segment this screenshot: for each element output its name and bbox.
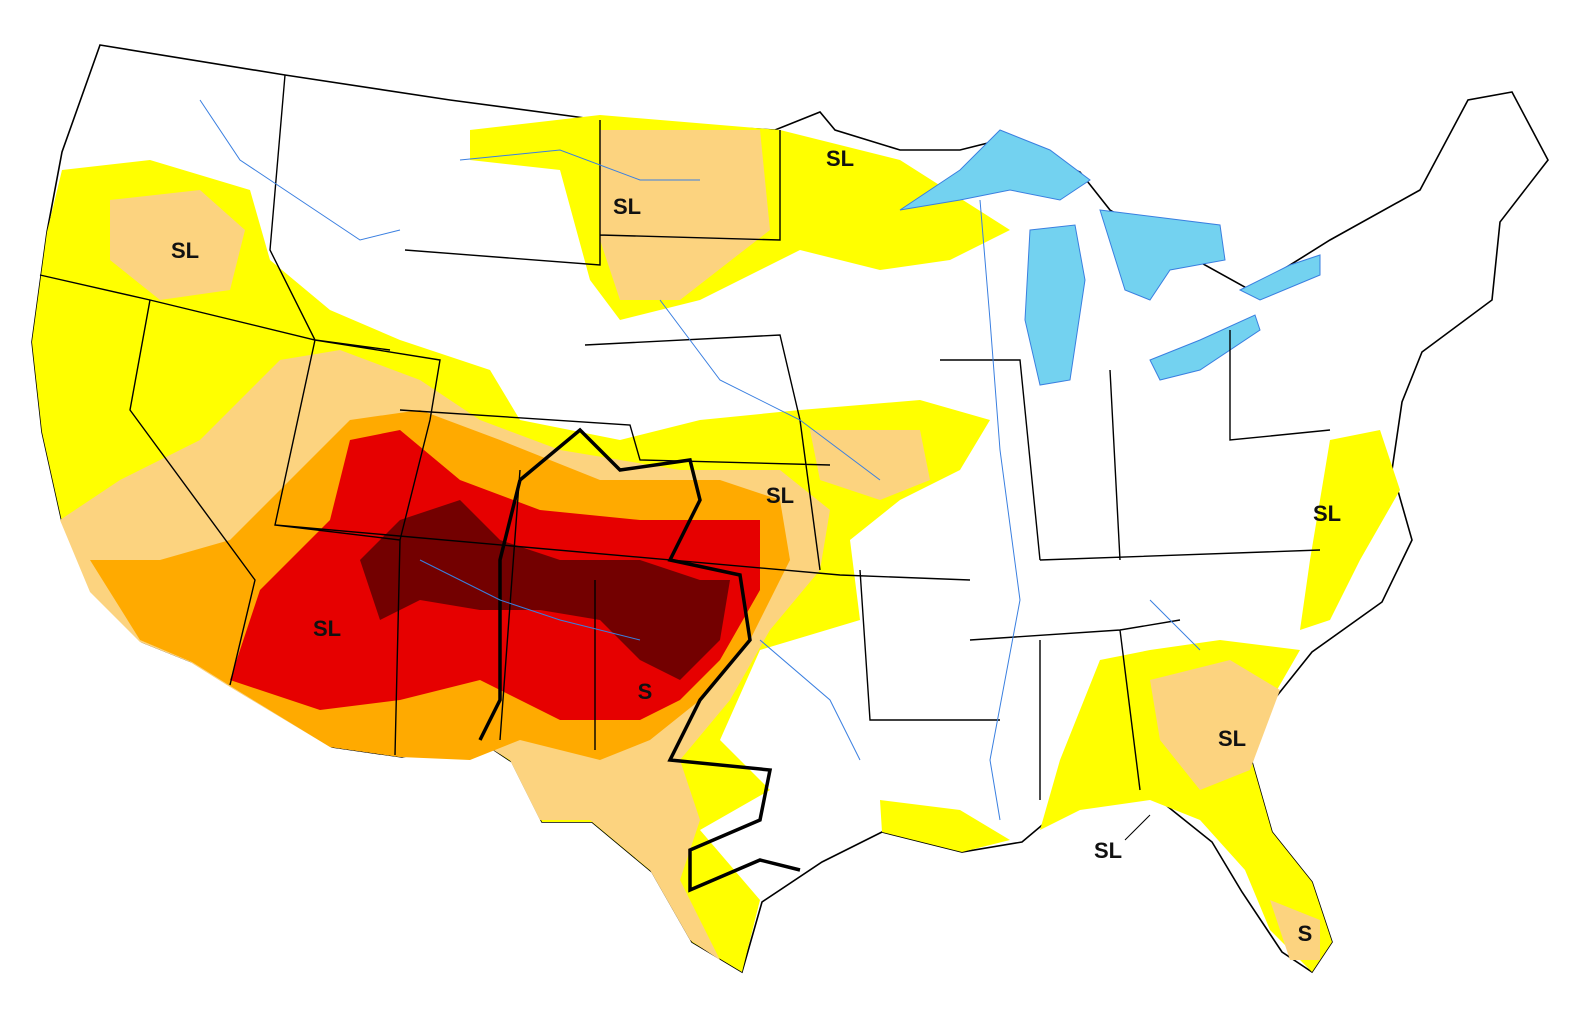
drought-impact-label: SL [766, 483, 794, 508]
river [199, 99, 1201, 821]
great-lakes [899, 129, 1321, 386]
drought-d4 [360, 500, 730, 680]
d1-florida [1270, 900, 1320, 960]
labels: SL SL SL SL SL SL SL SL S S [171, 146, 1341, 946]
drought-impact-label: SL [313, 616, 341, 641]
drought-impact-label: SL [171, 238, 199, 263]
d0-gulf [880, 800, 1010, 852]
label-leader [1124, 814, 1151, 841]
d0-virginia [1300, 430, 1400, 630]
state-lines [39, 74, 1331, 893]
lake-ontario [1238, 254, 1321, 301]
drought-impact-label: S [1298, 921, 1313, 946]
lake-michigan [1024, 224, 1086, 386]
drought-impact-label: S [638, 679, 653, 704]
drought-impact-label: SL [1218, 726, 1246, 751]
d1-dakota [600, 130, 770, 300]
drought-impact-label: SL [613, 194, 641, 219]
state-line [39, 74, 1331, 800]
drought-impact-label: SL [1313, 501, 1341, 526]
ddm-boundary [478, 427, 801, 893]
lake-superior [899, 129, 1091, 211]
d1-oregon [110, 190, 245, 300]
rivers [199, 99, 1201, 821]
d1-georgia [1150, 660, 1280, 790]
d1-kansas [810, 430, 930, 500]
drought-impact-label: SL [826, 146, 854, 171]
lake-erie [1149, 314, 1261, 381]
d4-core [360, 500, 730, 680]
lake-huron [1099, 209, 1226, 301]
drought-impact-label: SL [1094, 838, 1122, 863]
